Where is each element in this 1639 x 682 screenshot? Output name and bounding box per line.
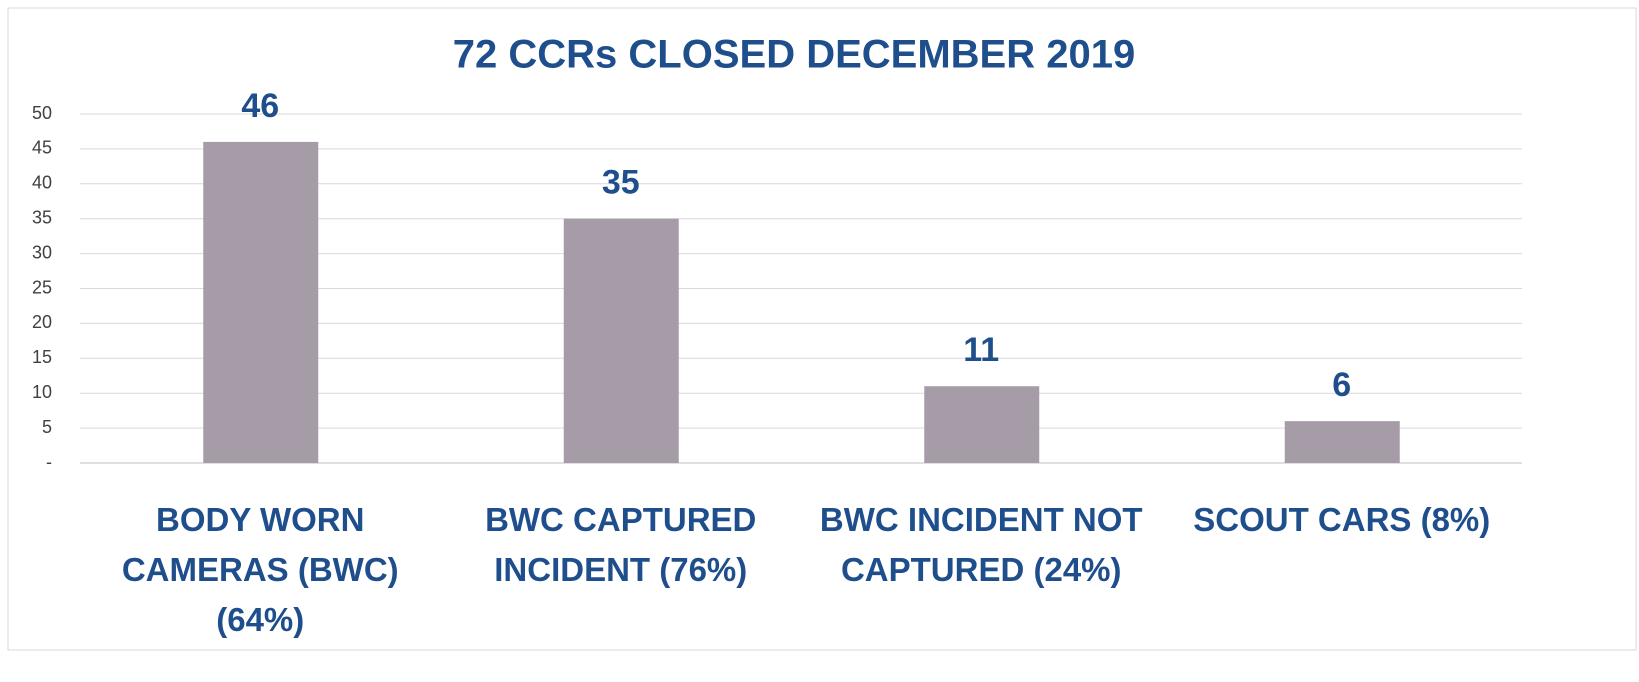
chart-title: 72 CCRs CLOSED DECEMBER 2019 (453, 33, 1135, 77)
x-tick-label: BWC CAPTURED INCIDENT (76%) (485, 501, 757, 588)
y-tick-label: - (46, 452, 52, 472)
data-label: 11 (963, 331, 999, 369)
y-tick-label: 35 (32, 207, 52, 227)
y-tick-label: 20 (32, 312, 52, 332)
y-tick-label: 45 (32, 138, 52, 158)
y-tick-label: 25 (32, 277, 52, 297)
x-tick-label: BODY WORN CAMERAS (BWC) (64%) (121, 501, 399, 638)
data-label: 46 (241, 87, 279, 125)
x-tick-label: BWC INCIDENT NOT CAPTURED (24%) (819, 501, 1143, 588)
x-tick-label: SCOUT CARS (8%) (1193, 501, 1491, 538)
bar (1284, 421, 1400, 463)
data-label: 35 (602, 164, 640, 202)
y-tick-label: 50 (32, 103, 52, 123)
y-tick-label: 10 (32, 382, 52, 402)
y-tick-label: 40 (32, 173, 52, 193)
y-tick-label: 30 (32, 242, 52, 262)
bar (203, 141, 319, 464)
data-label: 6 (1332, 366, 1351, 404)
y-tick-label: 15 (32, 347, 52, 367)
y-tick-label: 5 (42, 417, 52, 437)
bar (924, 386, 1040, 463)
bar (563, 218, 679, 463)
